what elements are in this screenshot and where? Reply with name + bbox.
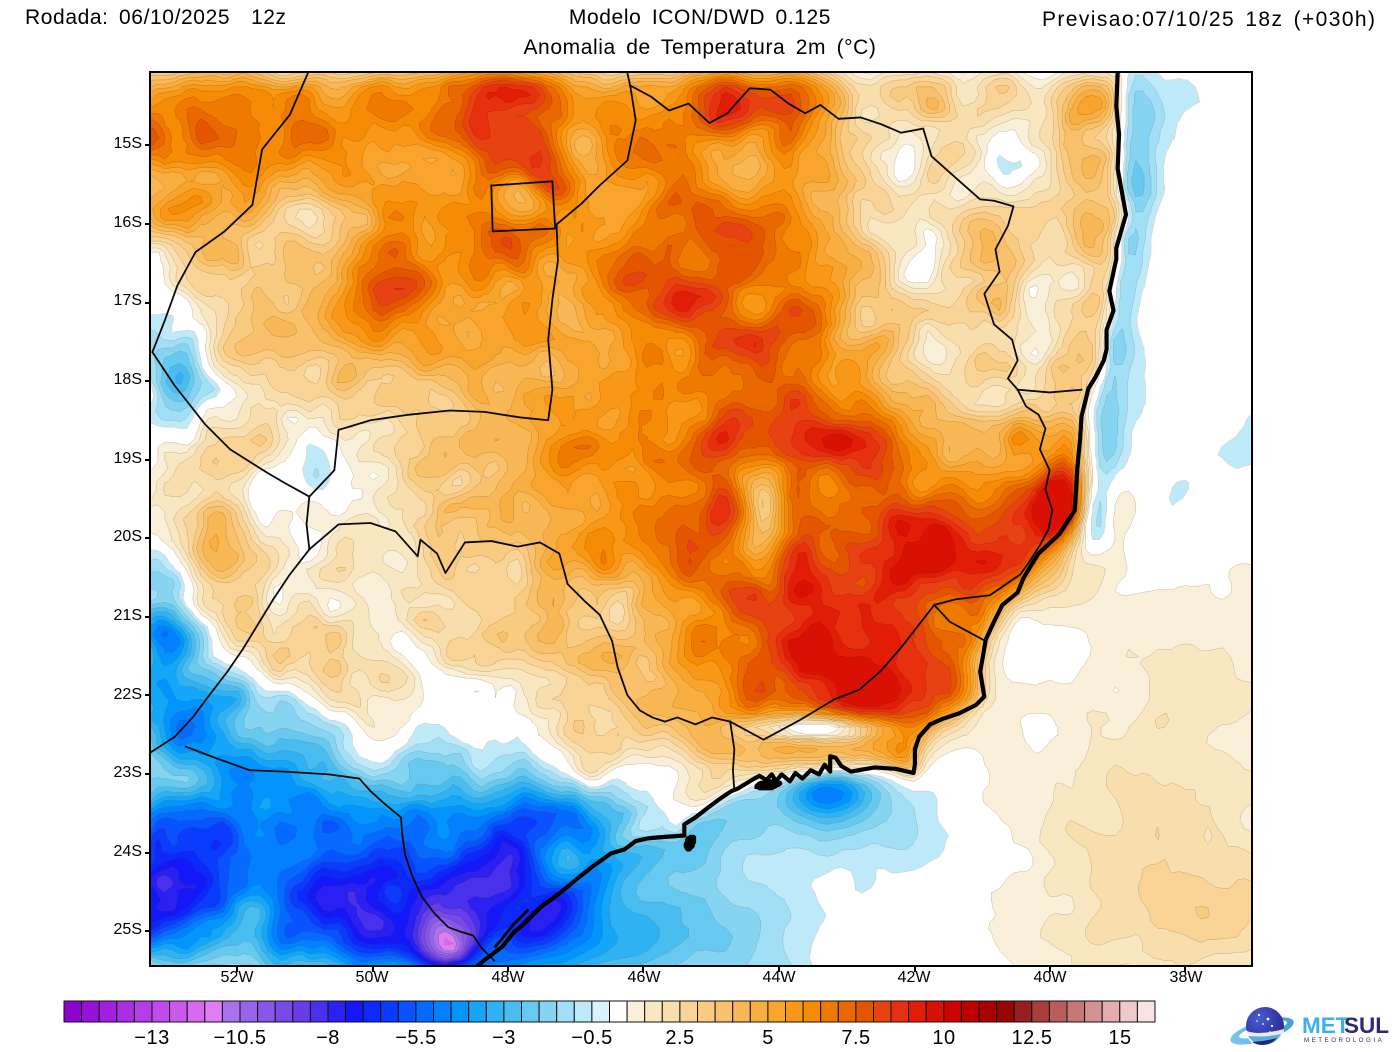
svg-text:MET: MET [1302, 1013, 1350, 1038]
svg-text:SUL: SUL [1344, 1013, 1389, 1038]
svg-text:METEOROLOGIA: METEOROLOGIA [1304, 1037, 1384, 1044]
